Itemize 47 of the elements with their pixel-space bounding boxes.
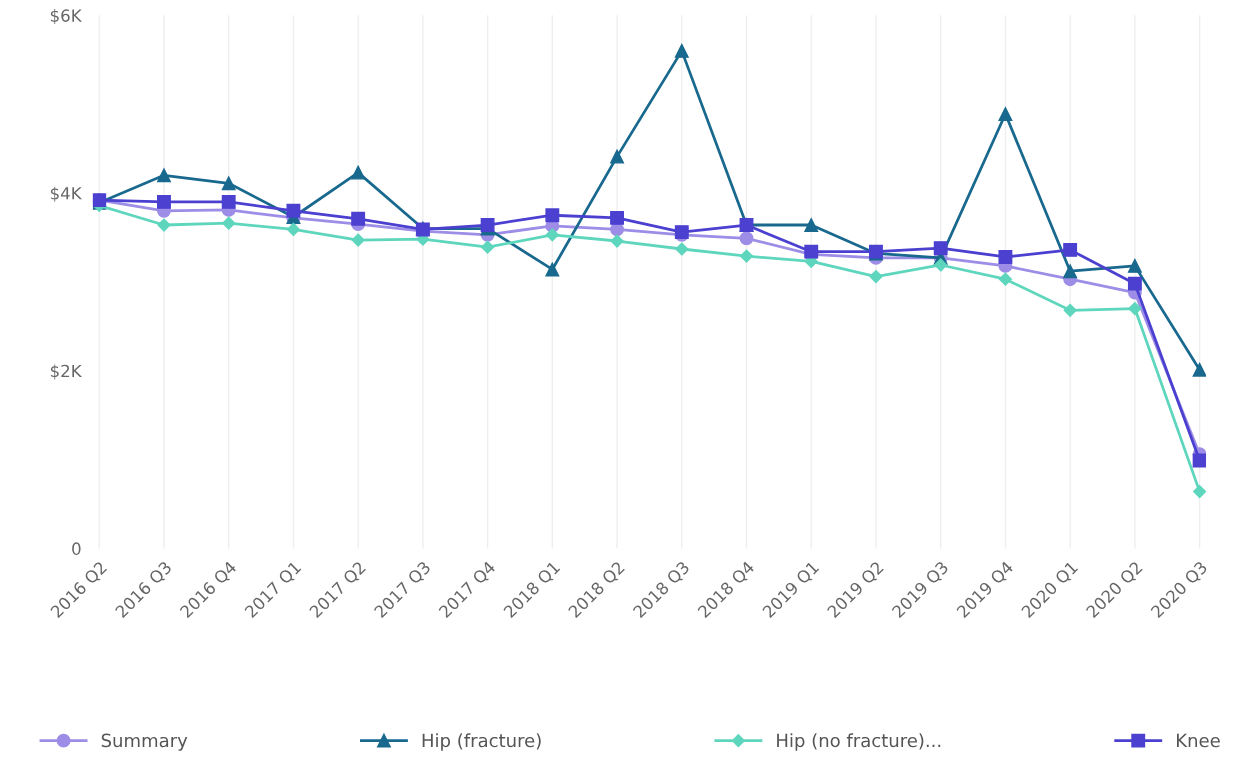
point bbox=[739, 249, 754, 263]
point bbox=[1063, 264, 1078, 279]
point bbox=[610, 210, 625, 225]
point bbox=[1127, 258, 1142, 273]
y-tick-label: 0 bbox=[72, 542, 81, 555]
point bbox=[1127, 276, 1142, 291]
point bbox=[481, 240, 495, 254]
point bbox=[351, 233, 365, 247]
point bbox=[480, 218, 495, 232]
legend-label: Summary bbox=[101, 733, 188, 751]
point bbox=[1193, 484, 1207, 499]
point bbox=[1063, 242, 1078, 257]
y-tick-label: $4K bbox=[50, 186, 83, 202]
point bbox=[1063, 303, 1077, 317]
point bbox=[351, 165, 366, 180]
point bbox=[157, 194, 171, 209]
point bbox=[286, 222, 301, 237]
point bbox=[934, 258, 948, 272]
point bbox=[739, 231, 754, 246]
point bbox=[610, 234, 624, 248]
point bbox=[286, 203, 301, 218]
point bbox=[545, 208, 560, 223]
y-tick-label: $2K bbox=[50, 364, 83, 380]
point bbox=[221, 176, 236, 191]
point bbox=[1192, 362, 1207, 377]
point bbox=[998, 250, 1013, 264]
point bbox=[675, 242, 689, 256]
point bbox=[610, 149, 625, 164]
point bbox=[804, 218, 819, 232]
point bbox=[545, 262, 560, 277]
point bbox=[1128, 301, 1142, 316]
point bbox=[221, 194, 236, 209]
legend-label: Hip (no fracture)... bbox=[777, 733, 941, 751]
point bbox=[674, 43, 689, 58]
point bbox=[545, 228, 559, 242]
point bbox=[998, 272, 1013, 286]
point bbox=[933, 241, 948, 256]
y-tick-label: $6K bbox=[50, 9, 83, 25]
legend-label: Hip (fracture) bbox=[422, 733, 541, 751]
point bbox=[157, 218, 171, 232]
point bbox=[222, 216, 236, 230]
point bbox=[1192, 453, 1207, 468]
point bbox=[998, 107, 1013, 121]
point bbox=[351, 211, 366, 226]
legend-label: Knee bbox=[1177, 733, 1220, 748]
point bbox=[869, 269, 883, 284]
point bbox=[157, 168, 171, 183]
